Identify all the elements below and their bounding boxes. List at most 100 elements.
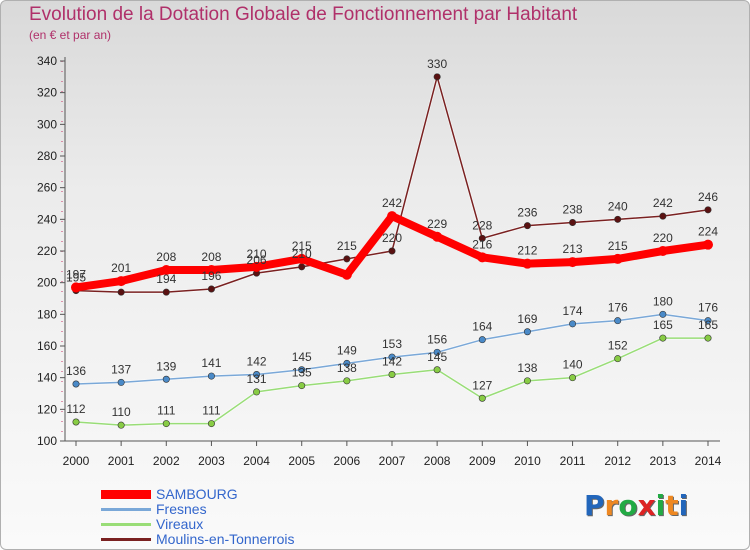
data-label: 229	[427, 217, 447, 231]
data-point-sambourg	[161, 265, 172, 275]
data-point-sambourg	[116, 276, 127, 287]
data-point-vireaux	[523, 377, 531, 385]
data-label: 216	[472, 237, 492, 251]
data-label: 142	[382, 355, 402, 369]
data-point-sambourg	[567, 257, 578, 268]
data-label: 145	[292, 350, 312, 364]
data-point-sambourg	[657, 246, 668, 256]
data-label: 208	[156, 250, 176, 264]
legend-swatch	[101, 538, 151, 541]
data-point-sambourg	[477, 252, 488, 263]
data-label: 164	[472, 320, 492, 334]
legend-swatch	[101, 508, 151, 511]
y-tick-label: 340	[37, 54, 57, 68]
y-tick-label: 120	[37, 402, 57, 416]
legend-label: Fresnes	[156, 501, 207, 517]
data-point-vireaux	[343, 377, 351, 385]
y-tick-label: 200	[37, 276, 57, 290]
data-point-sambourg	[387, 211, 397, 222]
x-tick-label: 2011	[560, 454, 586, 468]
data-point-moulins-en-tonnerrois	[659, 212, 667, 220]
data-point-moulins-en-tonnerrois	[478, 234, 486, 242]
y-tick-label: 260	[37, 181, 57, 195]
data-point-moulins-en-tonnerrois	[298, 263, 306, 271]
x-tick-label: 2003	[198, 454, 225, 468]
data-label: 136	[66, 364, 86, 378]
data-point-moulins-en-tonnerrois	[343, 255, 351, 263]
data-point-fresnes	[207, 372, 215, 380]
data-point-sambourg	[251, 261, 262, 272]
data-label: 236	[517, 206, 537, 220]
data-label: 142	[247, 355, 267, 369]
legend-label: SAMBOURG	[156, 486, 238, 502]
data-label: 196	[201, 269, 221, 283]
legend-swatch	[101, 523, 151, 526]
data-point-fresnes	[433, 348, 441, 356]
proxiti-logo: Proxiti	[584, 489, 688, 522]
data-point-fresnes	[343, 359, 351, 367]
data-label: 111	[202, 404, 221, 418]
data-point-moulins-en-tonnerrois	[117, 288, 125, 296]
data-label: 240	[608, 199, 628, 213]
data-point-fresnes	[162, 375, 170, 383]
x-tick-label: 2009	[469, 454, 496, 468]
legend-swatch	[101, 490, 151, 499]
data-label: 206	[247, 253, 267, 267]
data-label: 242	[653, 196, 673, 210]
data-label: 197	[66, 267, 86, 281]
y-tick-label: 240	[37, 212, 57, 226]
data-label: 138	[517, 361, 537, 375]
data-label: 174	[563, 304, 583, 318]
data-point-moulins-en-tonnerrois	[207, 285, 215, 293]
data-label: 141	[201, 356, 221, 370]
data-point-sambourg	[703, 239, 713, 250]
data-label: 208	[201, 250, 221, 264]
chart-title: Evolution de la Dotation Globale de Fonc…	[29, 4, 578, 25]
logo-letter: o	[618, 489, 638, 522]
data-point-vireaux	[72, 418, 80, 426]
x-tick-label: 2005	[288, 454, 315, 468]
data-label: 135	[292, 366, 312, 380]
logo-letter: r	[604, 489, 619, 522]
data-label: 152	[608, 339, 628, 353]
data-label: 169	[517, 312, 537, 326]
data-label: 156	[427, 332, 447, 346]
data-point-fresnes	[614, 317, 622, 325]
x-tick-label: 2002	[153, 454, 180, 468]
data-label: 131	[247, 372, 267, 386]
data-point-vireaux	[388, 370, 396, 378]
data-point-fresnes	[659, 310, 667, 318]
x-tick-label: 2000	[63, 454, 90, 468]
data-label: 242	[382, 196, 402, 210]
logo-letter: x	[637, 489, 656, 522]
logo-letter: t	[665, 489, 679, 522]
data-point-fresnes	[117, 378, 125, 386]
data-label: 165	[698, 318, 718, 332]
data-label: 215	[608, 239, 628, 253]
data-label: 224	[698, 225, 718, 239]
data-point-fresnes	[478, 336, 486, 344]
data-point-fresnes	[523, 328, 531, 336]
data-label: 246	[698, 190, 718, 204]
y-tick-label: 320	[37, 86, 57, 100]
data-label: 228	[472, 218, 492, 232]
data-point-vireaux	[704, 334, 712, 342]
data-label: 330	[427, 57, 447, 71]
y-tick-label: 300	[37, 117, 57, 131]
data-label: 153	[382, 337, 402, 351]
legend-item: Moulins-en-Tonnerrois	[101, 531, 361, 547]
data-point-vireaux	[433, 366, 441, 374]
data-point-fresnes	[569, 320, 577, 328]
data-label: 139	[156, 359, 176, 373]
data-point-sambourg	[432, 231, 443, 242]
data-point-moulins-en-tonnerrois	[704, 206, 712, 214]
data-point-fresnes	[298, 366, 306, 374]
data-label: 165	[653, 318, 673, 332]
data-point-moulins-en-tonnerrois	[523, 222, 531, 230]
data-label: 137	[111, 362, 131, 376]
data-point-vireaux	[117, 421, 125, 429]
data-label: 215	[292, 239, 312, 253]
data-label: 238	[563, 203, 583, 217]
x-tick-label: 2004	[243, 454, 270, 468]
